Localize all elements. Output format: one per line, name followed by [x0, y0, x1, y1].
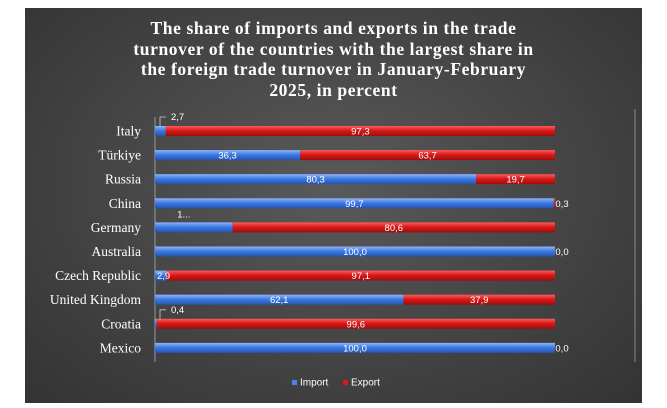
- import-bar[interactable]: [155, 174, 477, 185]
- legend-import-swatch: [292, 380, 297, 385]
- chart-title-line: turnover of the countries with the large…: [133, 38, 534, 59]
- import-bar[interactable]: [155, 294, 404, 305]
- export-bar[interactable]: [156, 318, 555, 329]
- chart-title: The share of imports and exports in the …: [25, 18, 642, 100]
- category-label: United Kingdom: [50, 292, 142, 307]
- export-value-label: 63,7: [418, 151, 437, 162]
- category-label: Czech Republic: [55, 268, 141, 283]
- chart-title-line: the foreign trade turnover in January-Fe…: [140, 59, 527, 79]
- import-bar[interactable]: [155, 150, 301, 161]
- import-bar[interactable]: [155, 126, 166, 136]
- export-value-label: 37,9: [470, 295, 489, 306]
- export-bar[interactable]: [403, 294, 555, 305]
- legend-export-swatch: [343, 380, 348, 385]
- export-bar[interactable]: [165, 126, 556, 136]
- import-bar[interactable]: [155, 318, 157, 329]
- import-label-leader: [159, 309, 166, 320]
- chart-title-line: The share of imports and exports in the …: [150, 18, 517, 38]
- chart-plot: Italy 2,7 97,3 Türkiye 36,3 63,7 Russia 80,3 19,…: [50, 108, 636, 389]
- import-value-label: 2,7: [171, 112, 184, 123]
- export-value-label: 0,0: [555, 343, 568, 354]
- export-bar[interactable]: [232, 222, 555, 233]
- export-value-label: 97,3: [351, 127, 370, 138]
- import-bar[interactable]: [155, 342, 555, 353]
- category-label: Türkiye: [98, 148, 141, 163]
- import-value-label: 80,3: [306, 175, 325, 186]
- import-value-label: 2,9: [157, 271, 170, 282]
- import-bar[interactable]: [155, 246, 555, 257]
- category-label: Italy: [116, 124, 141, 139]
- legend-export-label: Export: [351, 378, 380, 389]
- category-label: Russia: [105, 172, 141, 187]
- import-value-label: 62,1: [270, 295, 289, 306]
- category-label: Australia: [92, 244, 142, 259]
- import-value-label: 100,0: [343, 343, 367, 354]
- import-value-label: 0,4: [171, 305, 184, 316]
- import-value-label: 1...: [177, 209, 190, 220]
- export-bar[interactable]: [300, 150, 555, 161]
- export-bar[interactable]: [476, 174, 555, 185]
- export-value-label: 0,0: [555, 247, 568, 258]
- category-label: China: [109, 196, 141, 211]
- export-value-label: 80,6: [385, 223, 404, 234]
- import-bar[interactable]: [155, 198, 554, 209]
- export-value-label: 97,1: [352, 271, 371, 282]
- import-bar[interactable]: [155, 222, 233, 233]
- export-value-label: 0,3: [555, 199, 568, 210]
- chart-title-line: 2025, in percent: [269, 79, 398, 100]
- category-label: Mexico: [100, 340, 141, 355]
- legend-import-label: Import: [300, 378, 329, 389]
- export-bar[interactable]: [553, 198, 555, 209]
- import-bar[interactable]: [155, 270, 167, 281]
- import-value-label: 100,0: [343, 247, 367, 258]
- category-label: Germany: [91, 220, 141, 235]
- export-value-label: 19,7: [506, 175, 524, 186]
- chart-frame: The share of imports and exports in the …: [25, 8, 642, 403]
- category-label: Croatia: [101, 316, 141, 331]
- export-value-label: 99,6: [347, 319, 366, 330]
- export-bar[interactable]: [166, 270, 555, 281]
- import-label-leader: [159, 116, 166, 127]
- import-value-label: 99,7: [345, 199, 364, 210]
- import-value-label: 36,3: [218, 151, 237, 162]
